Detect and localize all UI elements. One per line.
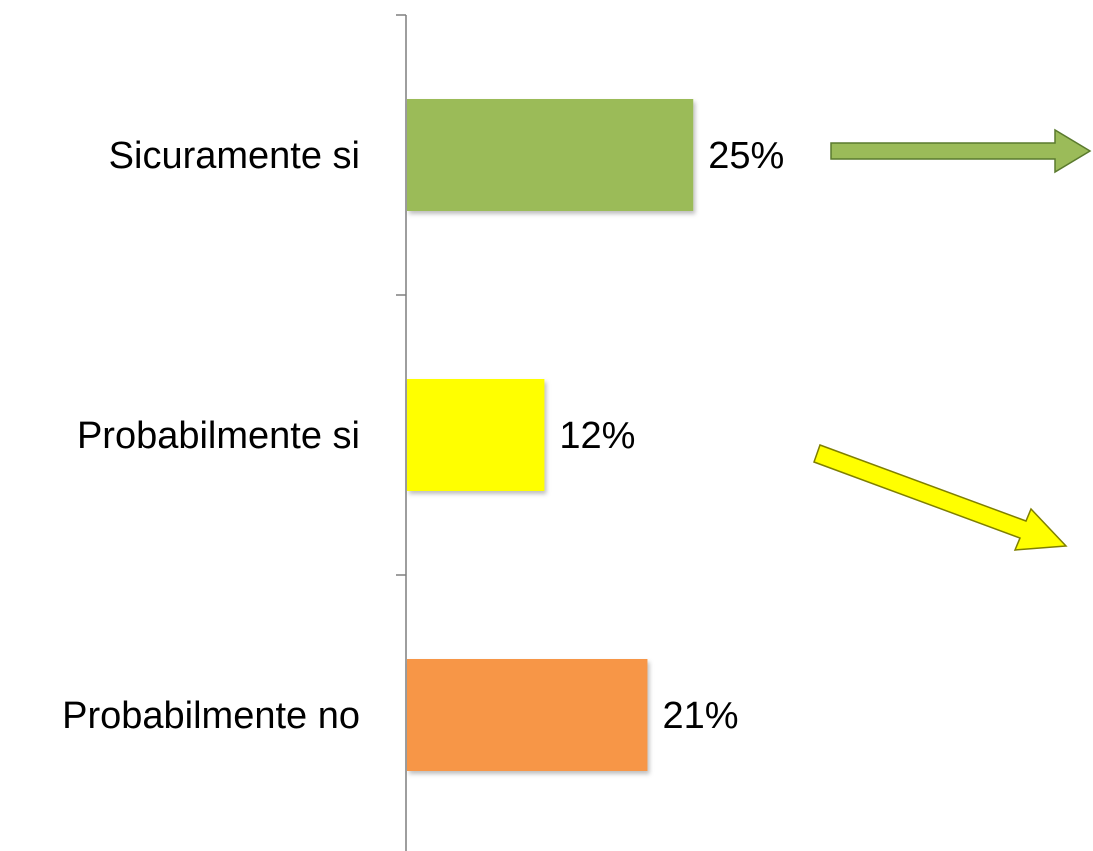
category-label-sicuramente-si: Sicuramente si	[109, 135, 360, 177]
value-label-probabilmente-si: 12%	[559, 415, 635, 457]
bar-probabilmente-si	[407, 379, 545, 491]
value-label-sicuramente-si: 25%	[708, 135, 784, 177]
value-label-probabilmente-no: 21%	[662, 695, 738, 737]
bar-sicuramente-si	[407, 99, 694, 211]
category-label-probabilmente-no: Probabilmente no	[62, 695, 360, 737]
bar-probabilmente-no	[407, 659, 648, 771]
category-label-probabilmente-si: Probabilmente si	[77, 415, 360, 457]
yellow-arrow-annotation	[813, 444, 1068, 551]
green-arrow-annotation	[830, 128, 1092, 174]
